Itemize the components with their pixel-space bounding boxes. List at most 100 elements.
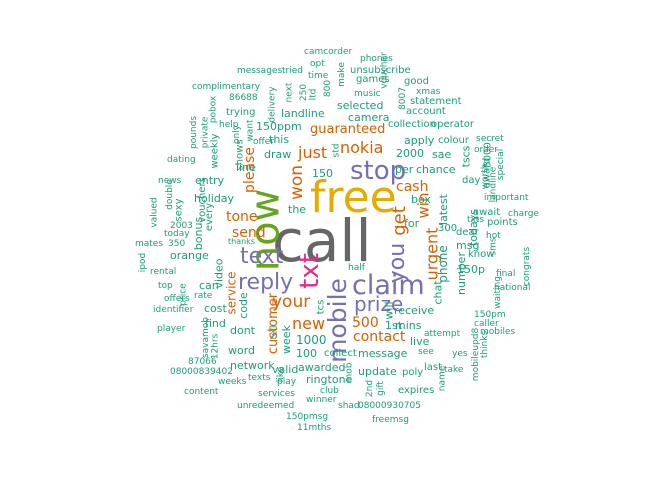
- word-opt: opt: [310, 59, 325, 69]
- word-send: send: [232, 225, 266, 241]
- word-see: see: [418, 347, 434, 357]
- word-good: good: [404, 76, 429, 87]
- word-music: music: [354, 89, 381, 99]
- word-weekly: weekly: [209, 133, 221, 169]
- word-secret: secret: [476, 134, 504, 144]
- word-update: update: [358, 365, 397, 378]
- word-thinks: thinks: [480, 330, 491, 359]
- word-350: 350: [168, 239, 186, 249]
- word-awarded: awarded: [298, 361, 346, 374]
- word-08000839402: 08000839402: [170, 367, 233, 377]
- word-name: name: [437, 365, 448, 392]
- word-nokia: nokia: [340, 138, 384, 157]
- word-colour: colour: [438, 135, 469, 146]
- word-08000930705: 08000930705: [358, 401, 421, 411]
- word-customer: customer: [266, 292, 282, 355]
- word-half: half: [348, 263, 365, 273]
- word-valid: valid: [272, 363, 299, 376]
- word-mates: mates: [135, 239, 164, 249]
- word-87066: 87066: [188, 357, 217, 367]
- word-claim: claim: [352, 270, 425, 301]
- word-this: this: [269, 133, 290, 146]
- word-prize: prize: [354, 292, 404, 316]
- word-the: the: [288, 203, 307, 216]
- word-freemsg: freemsg: [372, 415, 409, 425]
- word-2003: 2003: [170, 221, 193, 231]
- word-expires: expires: [398, 385, 435, 396]
- word-code: code: [236, 292, 250, 319]
- word-time: time: [308, 71, 329, 81]
- word-landline-2: landline: [488, 166, 499, 203]
- word-play: play: [277, 377, 297, 387]
- word-messages: messages: [237, 66, 283, 76]
- word-services: services: [258, 389, 295, 399]
- word-box: box: [411, 193, 431, 206]
- word-number: number: [454, 252, 468, 295]
- word-cost: cost: [204, 302, 227, 315]
- word-collection: collection: [388, 119, 436, 130]
- word-mob: mob: [344, 362, 355, 383]
- word-unredeemed: unredeemed: [237, 401, 295, 411]
- word-important: important: [484, 193, 529, 203]
- word-entry: entry: [195, 174, 225, 187]
- word-winner: winner: [306, 395, 337, 405]
- word-150: 150: [312, 167, 333, 180]
- word-tone: tone: [226, 209, 258, 225]
- word-8007: 8007: [397, 87, 408, 110]
- word-latest: latest: [436, 194, 450, 225]
- word-300: 300: [438, 223, 458, 234]
- word-content: content: [184, 387, 219, 397]
- word-contact: contact: [353, 329, 406, 345]
- word-receive: receive: [394, 304, 435, 317]
- word-congrats: congrats: [522, 246, 533, 287]
- word-sexy: sexy: [173, 198, 185, 222]
- word-line: line: [236, 161, 256, 174]
- word-delivery: delivery: [267, 86, 278, 123]
- word-tscs: tscs: [459, 145, 473, 168]
- word-account: account: [406, 106, 446, 117]
- word-day: day: [462, 175, 481, 186]
- word-final: final: [496, 269, 516, 279]
- word-trying: trying: [226, 107, 256, 118]
- word-offer: offer: [253, 137, 274, 147]
- word-for: for: [404, 217, 420, 230]
- word-player: player: [157, 324, 186, 334]
- word-1000: 1000: [296, 333, 327, 347]
- word-guaranteed: guaranteed: [310, 122, 386, 137]
- word-pobox: pobox: [208, 95, 219, 124]
- word-apply: apply: [404, 134, 435, 147]
- word-rental: rental: [150, 267, 177, 277]
- word-games: games: [356, 74, 390, 85]
- word-dear: dear: [456, 227, 479, 238]
- word-voucher: voucher: [379, 52, 390, 89]
- word-150pmsg: 150pmsg: [286, 412, 329, 422]
- word-like: like: [276, 366, 287, 383]
- word-call: call: [272, 207, 372, 275]
- word-1st: 1st: [385, 319, 403, 332]
- word-per: per: [395, 163, 414, 176]
- word-just: just: [298, 143, 328, 162]
- word-order: order: [474, 145, 498, 155]
- word-await: await: [473, 207, 501, 218]
- word-chance: chance: [416, 163, 456, 176]
- word-live: live: [410, 335, 430, 348]
- word-11mths: 11mths: [297, 423, 332, 433]
- word-phones: phones: [360, 54, 393, 64]
- word-waiting: waiting: [492, 276, 503, 309]
- word-collect: collect: [324, 348, 357, 359]
- word-statement: statement: [410, 96, 462, 107]
- word-complimentary: complimentary: [192, 82, 261, 92]
- word-ltd: ltd: [308, 88, 319, 101]
- word-top: top: [158, 281, 173, 291]
- word-rate: rate: [194, 291, 213, 301]
- word-150ppm: 150ppm: [256, 120, 302, 133]
- word-std: std: [331, 143, 342, 158]
- word-will: will: [382, 301, 396, 320]
- word-attempt: attempt: [424, 329, 461, 339]
- word-msg: msg: [456, 239, 480, 252]
- word-caller: caller: [474, 319, 499, 329]
- word-stop: stop: [350, 156, 407, 186]
- word-club: club: [320, 386, 339, 396]
- word-take: take: [444, 365, 464, 375]
